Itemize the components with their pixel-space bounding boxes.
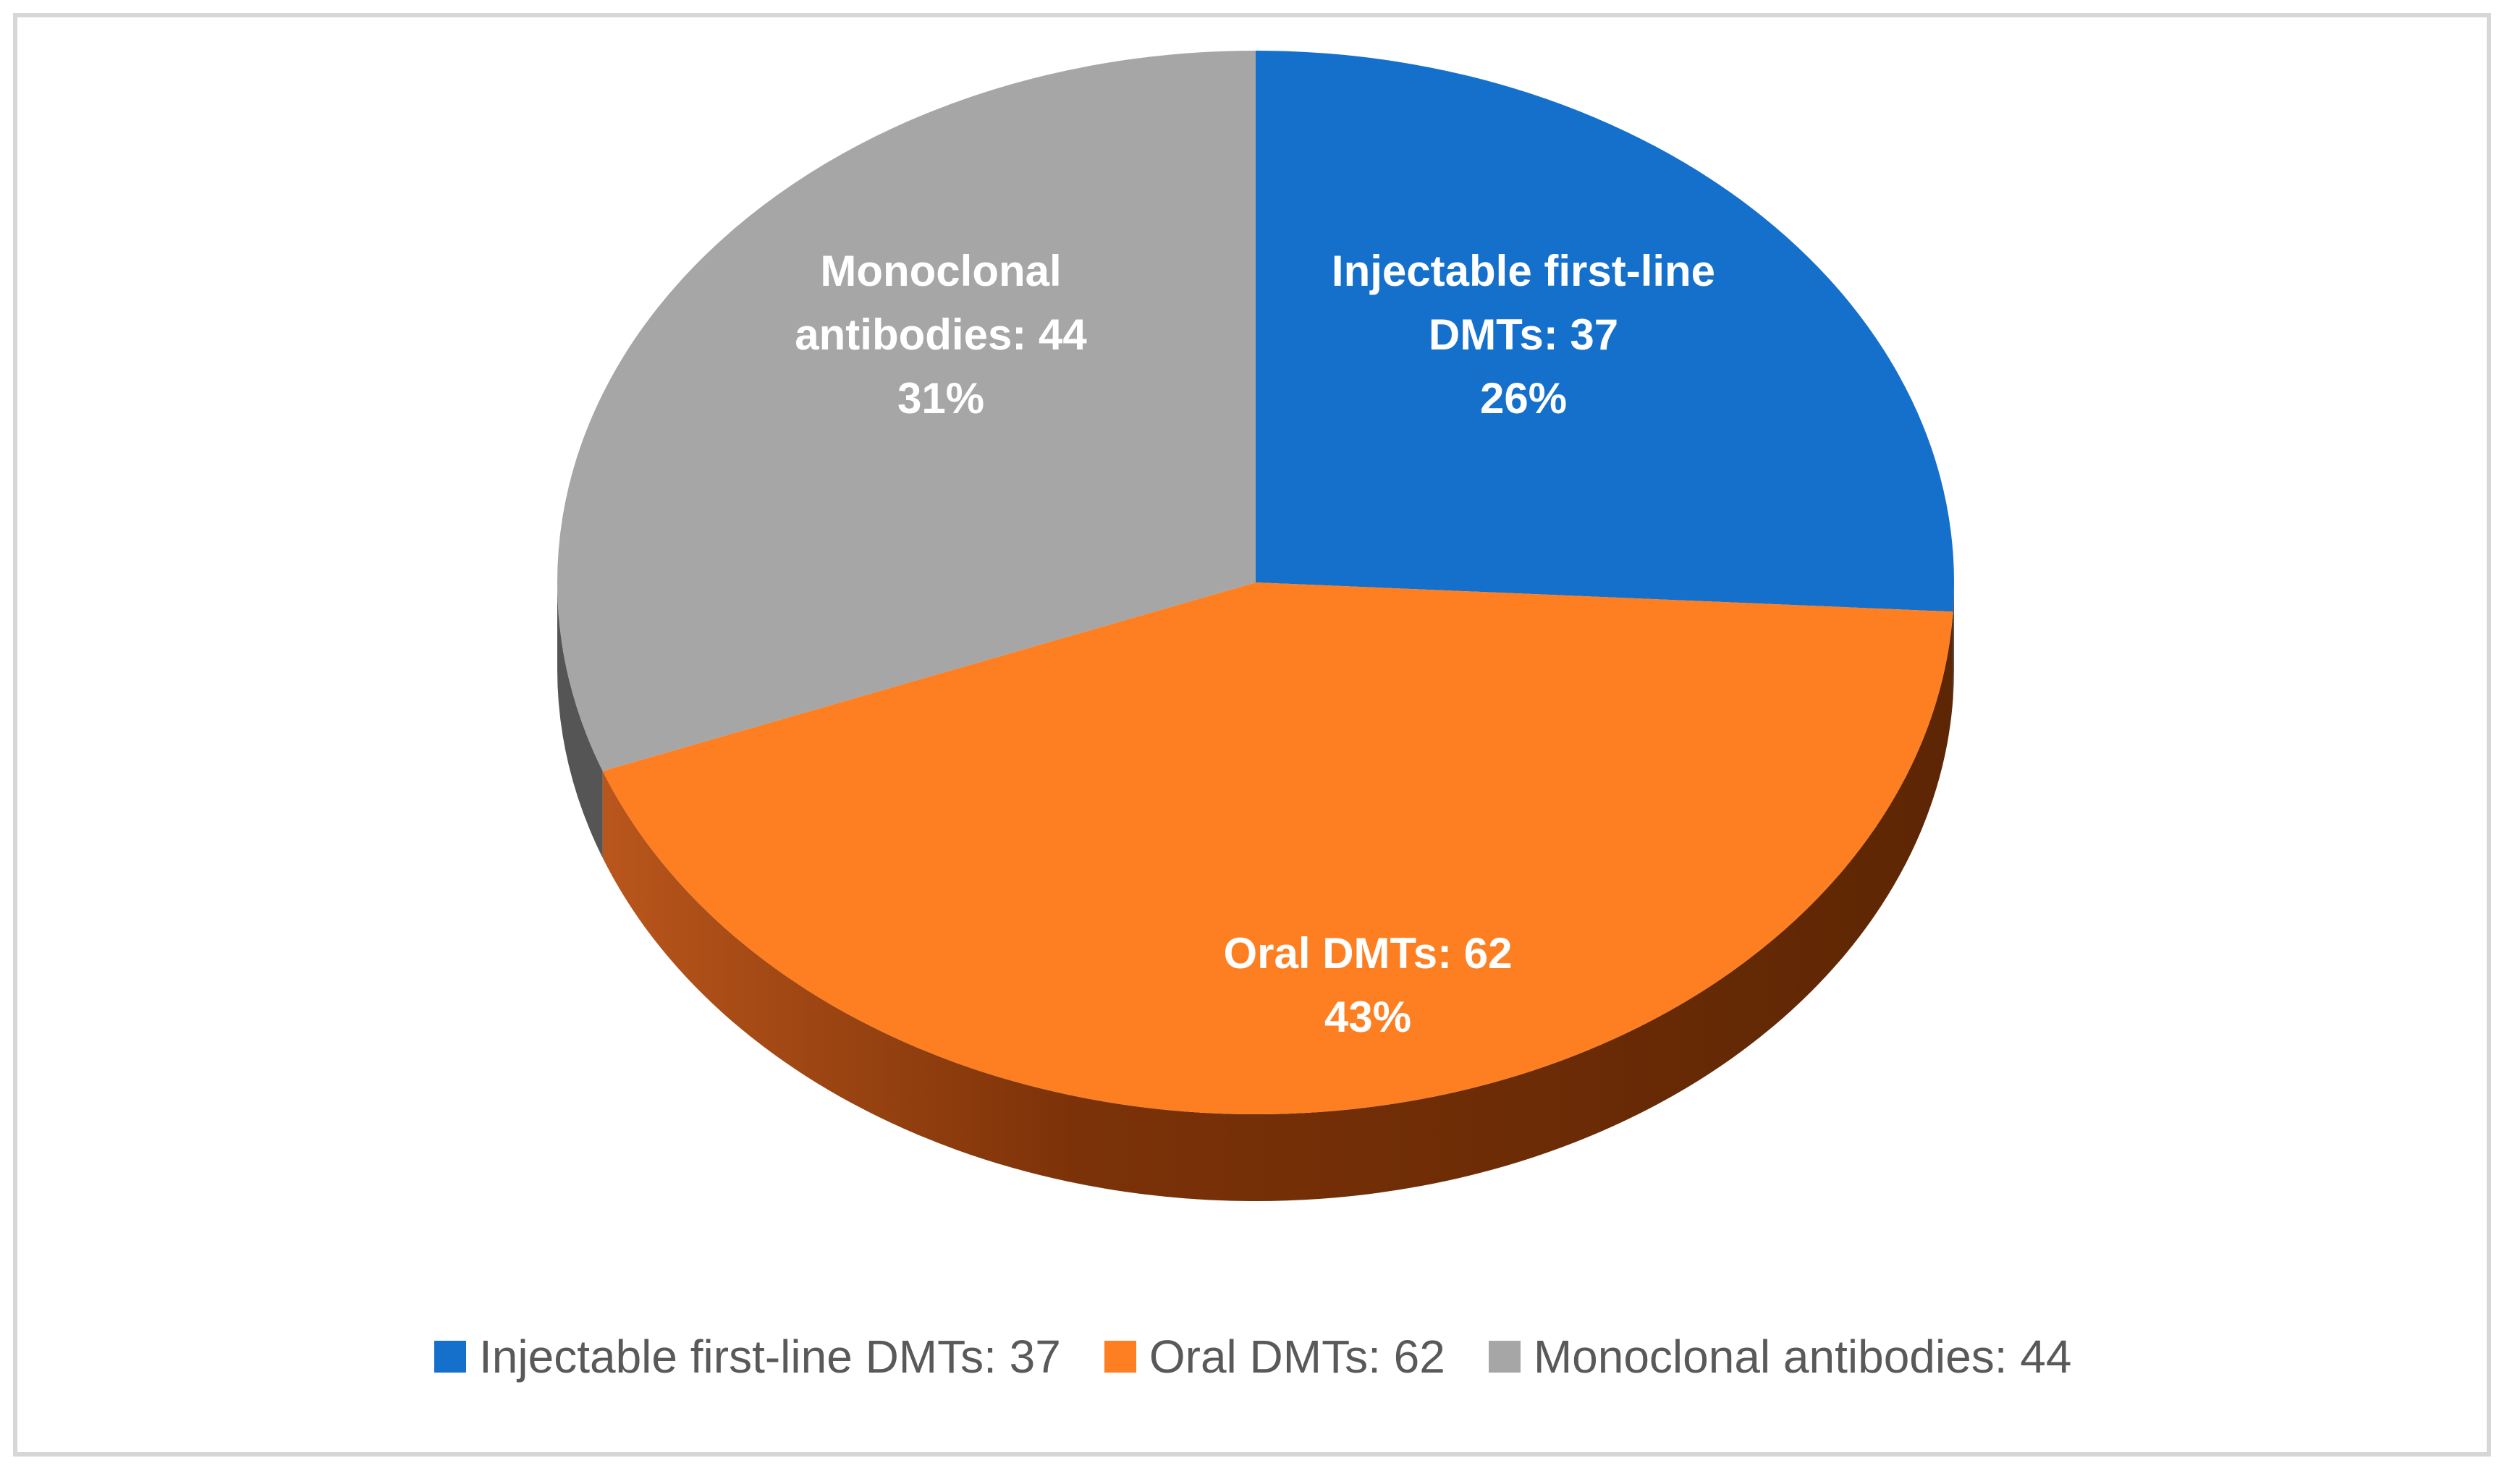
legend-label-monoclonal: Monoclonal antibodies: 44 [1533,1331,2072,1383]
pie-label-monoclonal-line: antibodies: 44 [795,310,1087,359]
pie-label-oral: Oral DMTs: 62 43% [1224,929,1513,1041]
pie-side-slice-2 [557,582,603,858]
legend-swatch-injectable [434,1341,466,1373]
legend-item-monoclonal[interactable]: Monoclonal antibodies: 44 [1488,1330,2072,1383]
legend-item-injectable[interactable]: Injectable first-line DMTs: 37 [434,1330,1061,1383]
legend-swatch-oral [1104,1341,1136,1373]
legend-label-oral: Oral DMTs: 62 [1149,1331,1445,1383]
pie-label-monoclonal-line: Monoclonal [820,247,1061,295]
legend-item-oral[interactable]: Oral DMTs: 62 [1104,1330,1445,1383]
pie-label-monoclonal-line: 31% [897,374,984,423]
pie-slice-injectable[interactable] [1256,51,1954,612]
legend-label-injectable: Injectable first-line DMTs: 37 [479,1331,1061,1383]
chart-legend: Injectable first-line DMTs: 37 Oral DMTs… [434,1324,2244,1389]
pie-side-oral [602,611,1953,1201]
pie-label-injectable-line: Injectable first-line [1332,247,1715,295]
pie-label-oral-line: 43% [1324,993,1411,1041]
pie-side-slice-0 [1953,582,1954,699]
pie-label-oral-line: Oral DMTs: 62 [1224,929,1513,978]
pie-slice-oral[interactable] [602,582,1953,1115]
pie-slice-monoclonal[interactable] [557,51,1256,771]
pie-label-injectable-line: 26% [1480,374,1567,423]
pie-label-injectable-line: DMTs: 37 [1429,310,1618,359]
pie-label-injectable: Injectable first-line DMTs: 37 26% [1332,247,1715,423]
pie-label-monoclonal: Monoclonal antibodies: 44 31% [795,247,1087,423]
legend-swatch-monoclonal [1488,1341,1521,1373]
